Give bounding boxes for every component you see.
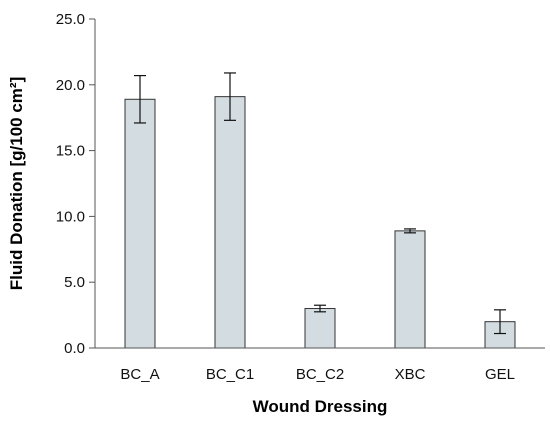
y-tick-label: 5.0 bbox=[64, 274, 85, 291]
y-axis-title: Fluid Donation [g/100 cm²] bbox=[7, 77, 26, 290]
y-axis-ticks: 0.0 5.0 10.0 15.0 20.0 25.0 bbox=[56, 11, 95, 357]
y-tick-label: 25.0 bbox=[56, 11, 85, 28]
x-tick-label: BC_C1 bbox=[206, 366, 254, 383]
x-tick-label: BC_A bbox=[120, 366, 159, 383]
x-tick-label: XBC bbox=[395, 366, 426, 383]
x-axis-ticks: BC_A BC_C1 BC_C2 XBC GEL bbox=[120, 366, 515, 383]
bar-bc-c1 bbox=[214, 96, 246, 349]
y-tick-label: 20.0 bbox=[56, 77, 85, 94]
bar-bc-a bbox=[124, 98, 156, 349]
y-tick-label: 15.0 bbox=[56, 143, 85, 160]
x-tick-label: GEL bbox=[485, 366, 515, 383]
x-tick-label: BC_C2 bbox=[296, 366, 344, 383]
bars bbox=[124, 72, 516, 349]
bar-bc-c2 bbox=[304, 308, 336, 349]
y-tick-label: 10.0 bbox=[56, 208, 85, 225]
bar-xbc bbox=[394, 230, 426, 349]
x-axis-title: Wound Dressing bbox=[253, 397, 388, 416]
y-tick-label: 0.0 bbox=[64, 340, 85, 357]
